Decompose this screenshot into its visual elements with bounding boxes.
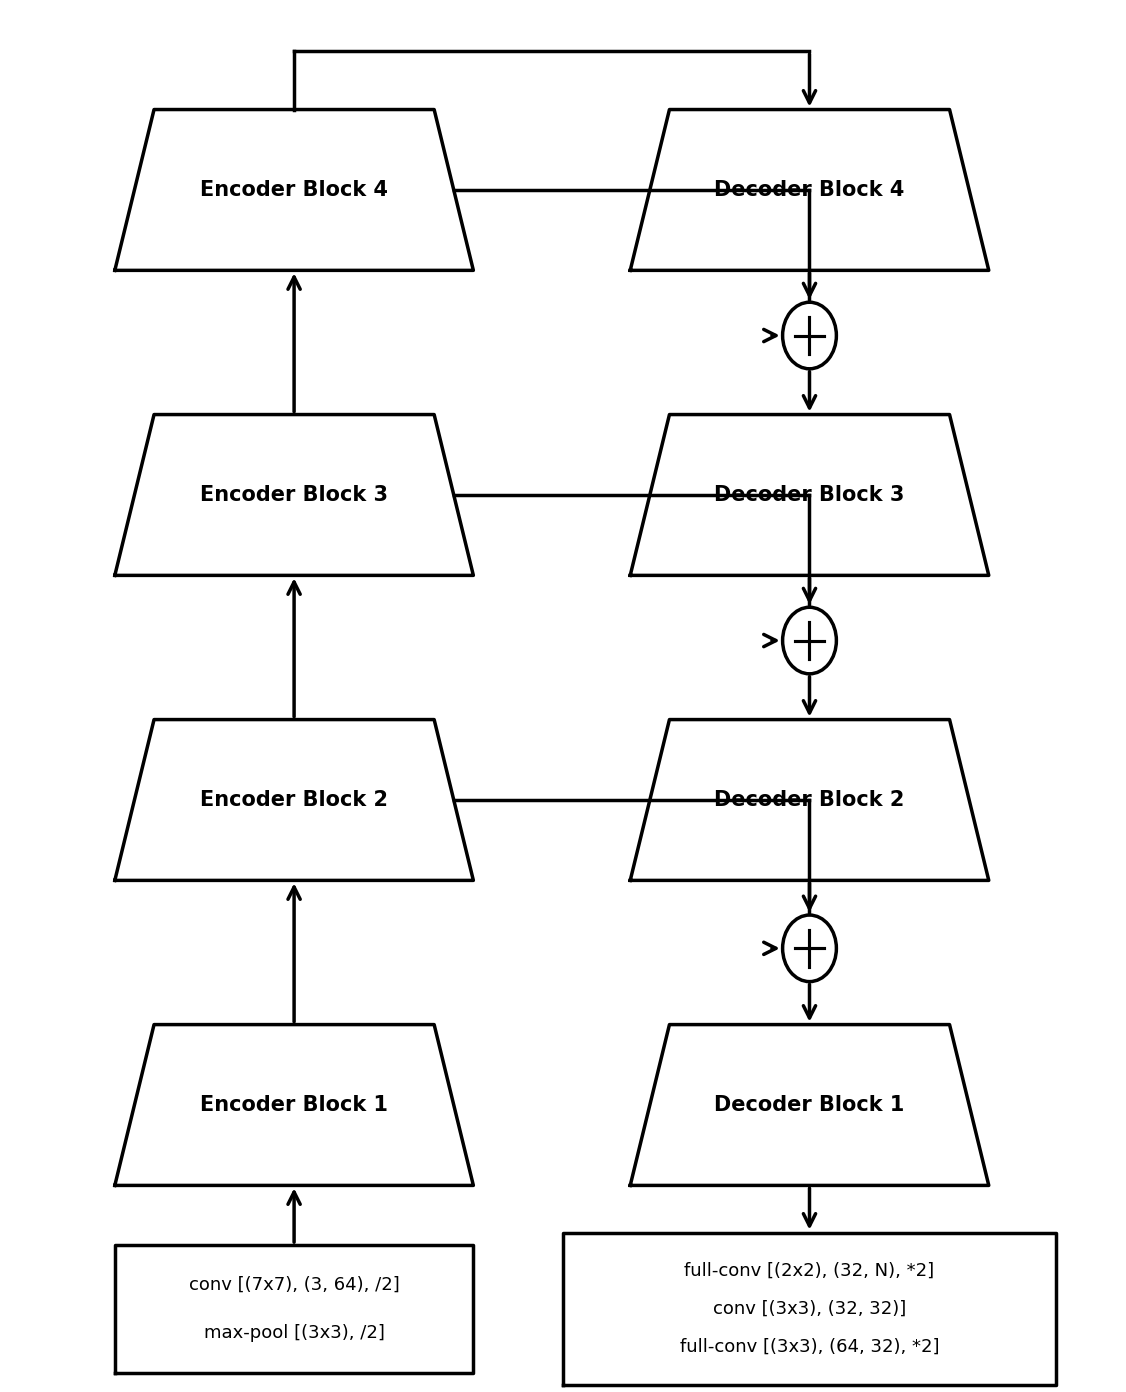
Polygon shape [631,1025,989,1186]
Text: Decoder Block 1: Decoder Block 1 [714,1096,904,1115]
Text: full-conv [(2x2), (32, N), *2]: full-conv [(2x2), (32, N), *2] [685,1261,935,1279]
Polygon shape [631,720,989,880]
Text: Encoder Block 3: Encoder Block 3 [200,484,388,505]
Polygon shape [115,720,473,880]
Circle shape [783,915,837,981]
Text: full-conv [(3x3), (64, 32), *2]: full-conv [(3x3), (64, 32), *2] [680,1338,939,1356]
Text: Encoder Block 1: Encoder Block 1 [200,1096,388,1115]
Text: max-pool [(3x3), /2]: max-pool [(3x3), /2] [204,1324,385,1342]
Text: conv [(7x7), (3, 64), /2]: conv [(7x7), (3, 64), /2] [189,1276,400,1295]
Text: Encoder Block 4: Encoder Block 4 [200,180,388,200]
Polygon shape [631,110,989,270]
Polygon shape [563,1232,1056,1385]
Text: Decoder Block 4: Decoder Block 4 [714,180,904,200]
Text: Decoder Block 3: Decoder Block 3 [714,484,904,505]
Polygon shape [115,1244,473,1373]
Polygon shape [115,1025,473,1186]
Text: conv [(3x3), (32, 32)]: conv [(3x3), (32, 32)] [713,1300,906,1318]
Circle shape [783,302,837,369]
Polygon shape [115,415,473,575]
Polygon shape [115,110,473,270]
Polygon shape [631,415,989,575]
Text: Encoder Block 2: Encoder Block 2 [200,791,388,810]
Circle shape [783,607,837,674]
Text: Decoder Block 2: Decoder Block 2 [714,791,904,810]
